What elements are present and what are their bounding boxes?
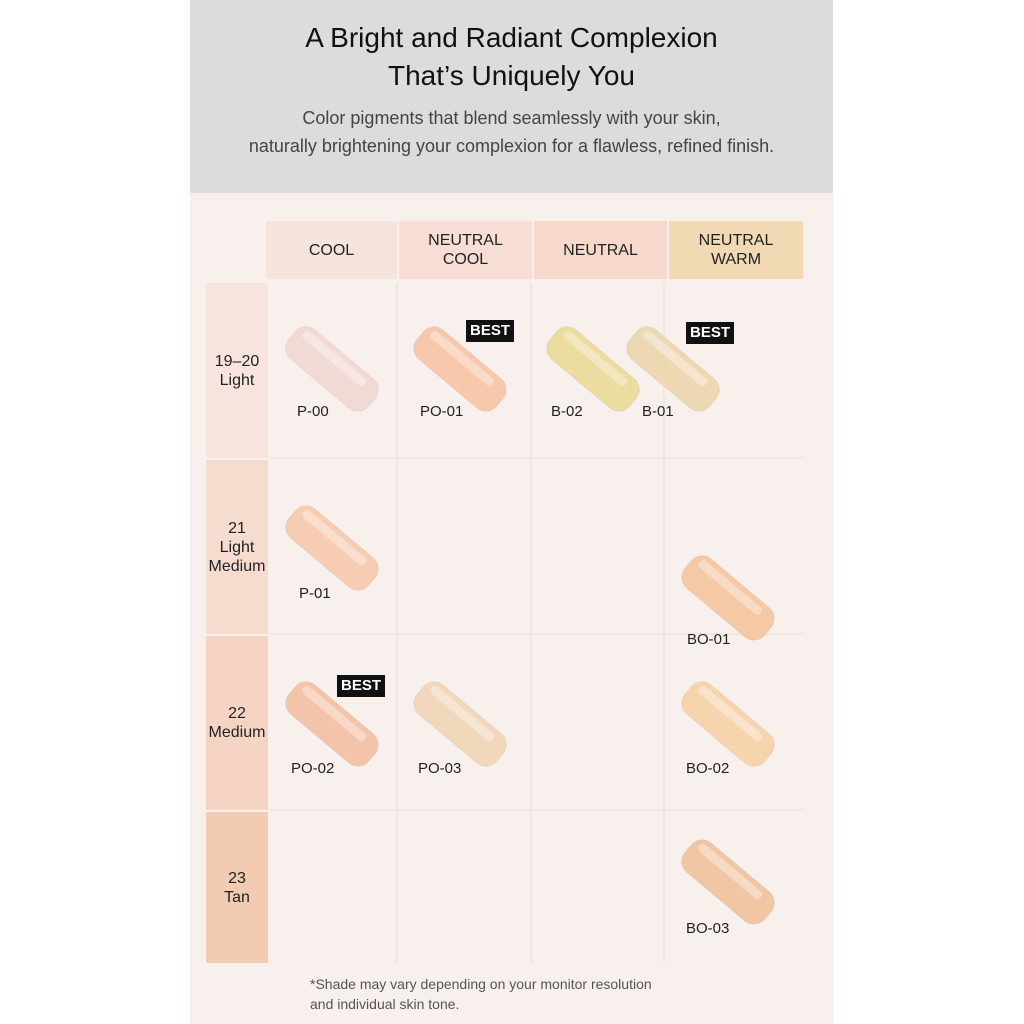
swatch-highlight (563, 330, 628, 387)
shade-swatch (681, 839, 775, 925)
shade-code: P-01 (299, 585, 331, 602)
column-header-text: COOL (442, 251, 489, 268)
column-header-text: NEUTRAL (428, 232, 503, 249)
row-header: 19–20 Light (206, 283, 268, 458)
footnote-line: and individual skin tone. (310, 996, 460, 1012)
swatch-highlight (302, 330, 367, 387)
column-header-text: WARM (710, 251, 762, 268)
row-header-text: 21 (228, 519, 246, 537)
row-header-text: 22 (228, 705, 246, 722)
shade-code: PO-01 (420, 403, 464, 420)
row-header-text: Tan (224, 888, 250, 906)
best-badge: BEST (466, 320, 515, 342)
best-badge: BEST (686, 322, 735, 344)
shade-swatch (546, 326, 640, 412)
swatch-highlight (430, 685, 495, 742)
row-header-text: Medium (208, 724, 266, 741)
swatch-highlight (643, 330, 708, 387)
swatch-highlight (302, 685, 367, 742)
column-header: COOL (266, 221, 397, 279)
column-header: NEUTRAL COOL (399, 221, 532, 279)
row-header-text: Medium (208, 557, 266, 575)
shade-code: PO-03 (418, 760, 462, 777)
column-header: NEUTRAL WARM (669, 221, 803, 279)
row-header: 22 Medium (206, 636, 268, 810)
shade-code: BO-03 (686, 920, 730, 937)
title-line: A Bright and Radiant Complexion (305, 22, 718, 53)
shade-swatch (681, 681, 775, 767)
swatch-highlight (698, 685, 763, 742)
swatch-highlight (698, 843, 763, 900)
shade-code: P-00 (297, 403, 329, 420)
row-header-text: Light (219, 538, 255, 556)
subtitle-line: Color pigments that blend seamlessly wit… (302, 108, 721, 128)
shade-swatch (285, 505, 379, 591)
shade-code: BO-01 (687, 631, 731, 648)
subtitle-line: naturally brightening your complexion fo… (248, 136, 775, 156)
row-header-text: 23 (228, 869, 246, 887)
column-header-text: COOL (308, 241, 355, 259)
shade-swatch (413, 326, 507, 412)
shade-swatch (626, 326, 720, 412)
column-header-text: NEUTRAL (698, 232, 774, 249)
row-header: 21 Light Medium (206, 460, 268, 634)
swatch-highlight (430, 330, 495, 387)
shade-code: B-02 (551, 403, 583, 420)
footnote-line: *Shade may vary depending on your monito… (310, 976, 652, 992)
shade-code: PO-02 (291, 760, 335, 777)
column-header-text: NEUTRAL (563, 241, 638, 259)
shade-swatch (285, 681, 379, 767)
swatch-highlight (698, 559, 763, 616)
shade-code: B-01 (642, 403, 674, 420)
column-header: NEUTRAL (534, 221, 667, 279)
shade-swatch (681, 555, 775, 641)
row-header-text: 19–20 (214, 352, 260, 370)
shade-code: BO-02 (686, 760, 730, 777)
best-badge: BEST (337, 675, 386, 697)
swatch-highlight (302, 509, 367, 566)
header-band (190, 0, 833, 193)
row-header-text: Light (219, 371, 255, 389)
title-line: That’s Uniquely You (388, 60, 635, 91)
shade-swatch (413, 681, 507, 767)
shade-swatch (285, 326, 379, 412)
row-header: 23 Tan (206, 812, 268, 963)
